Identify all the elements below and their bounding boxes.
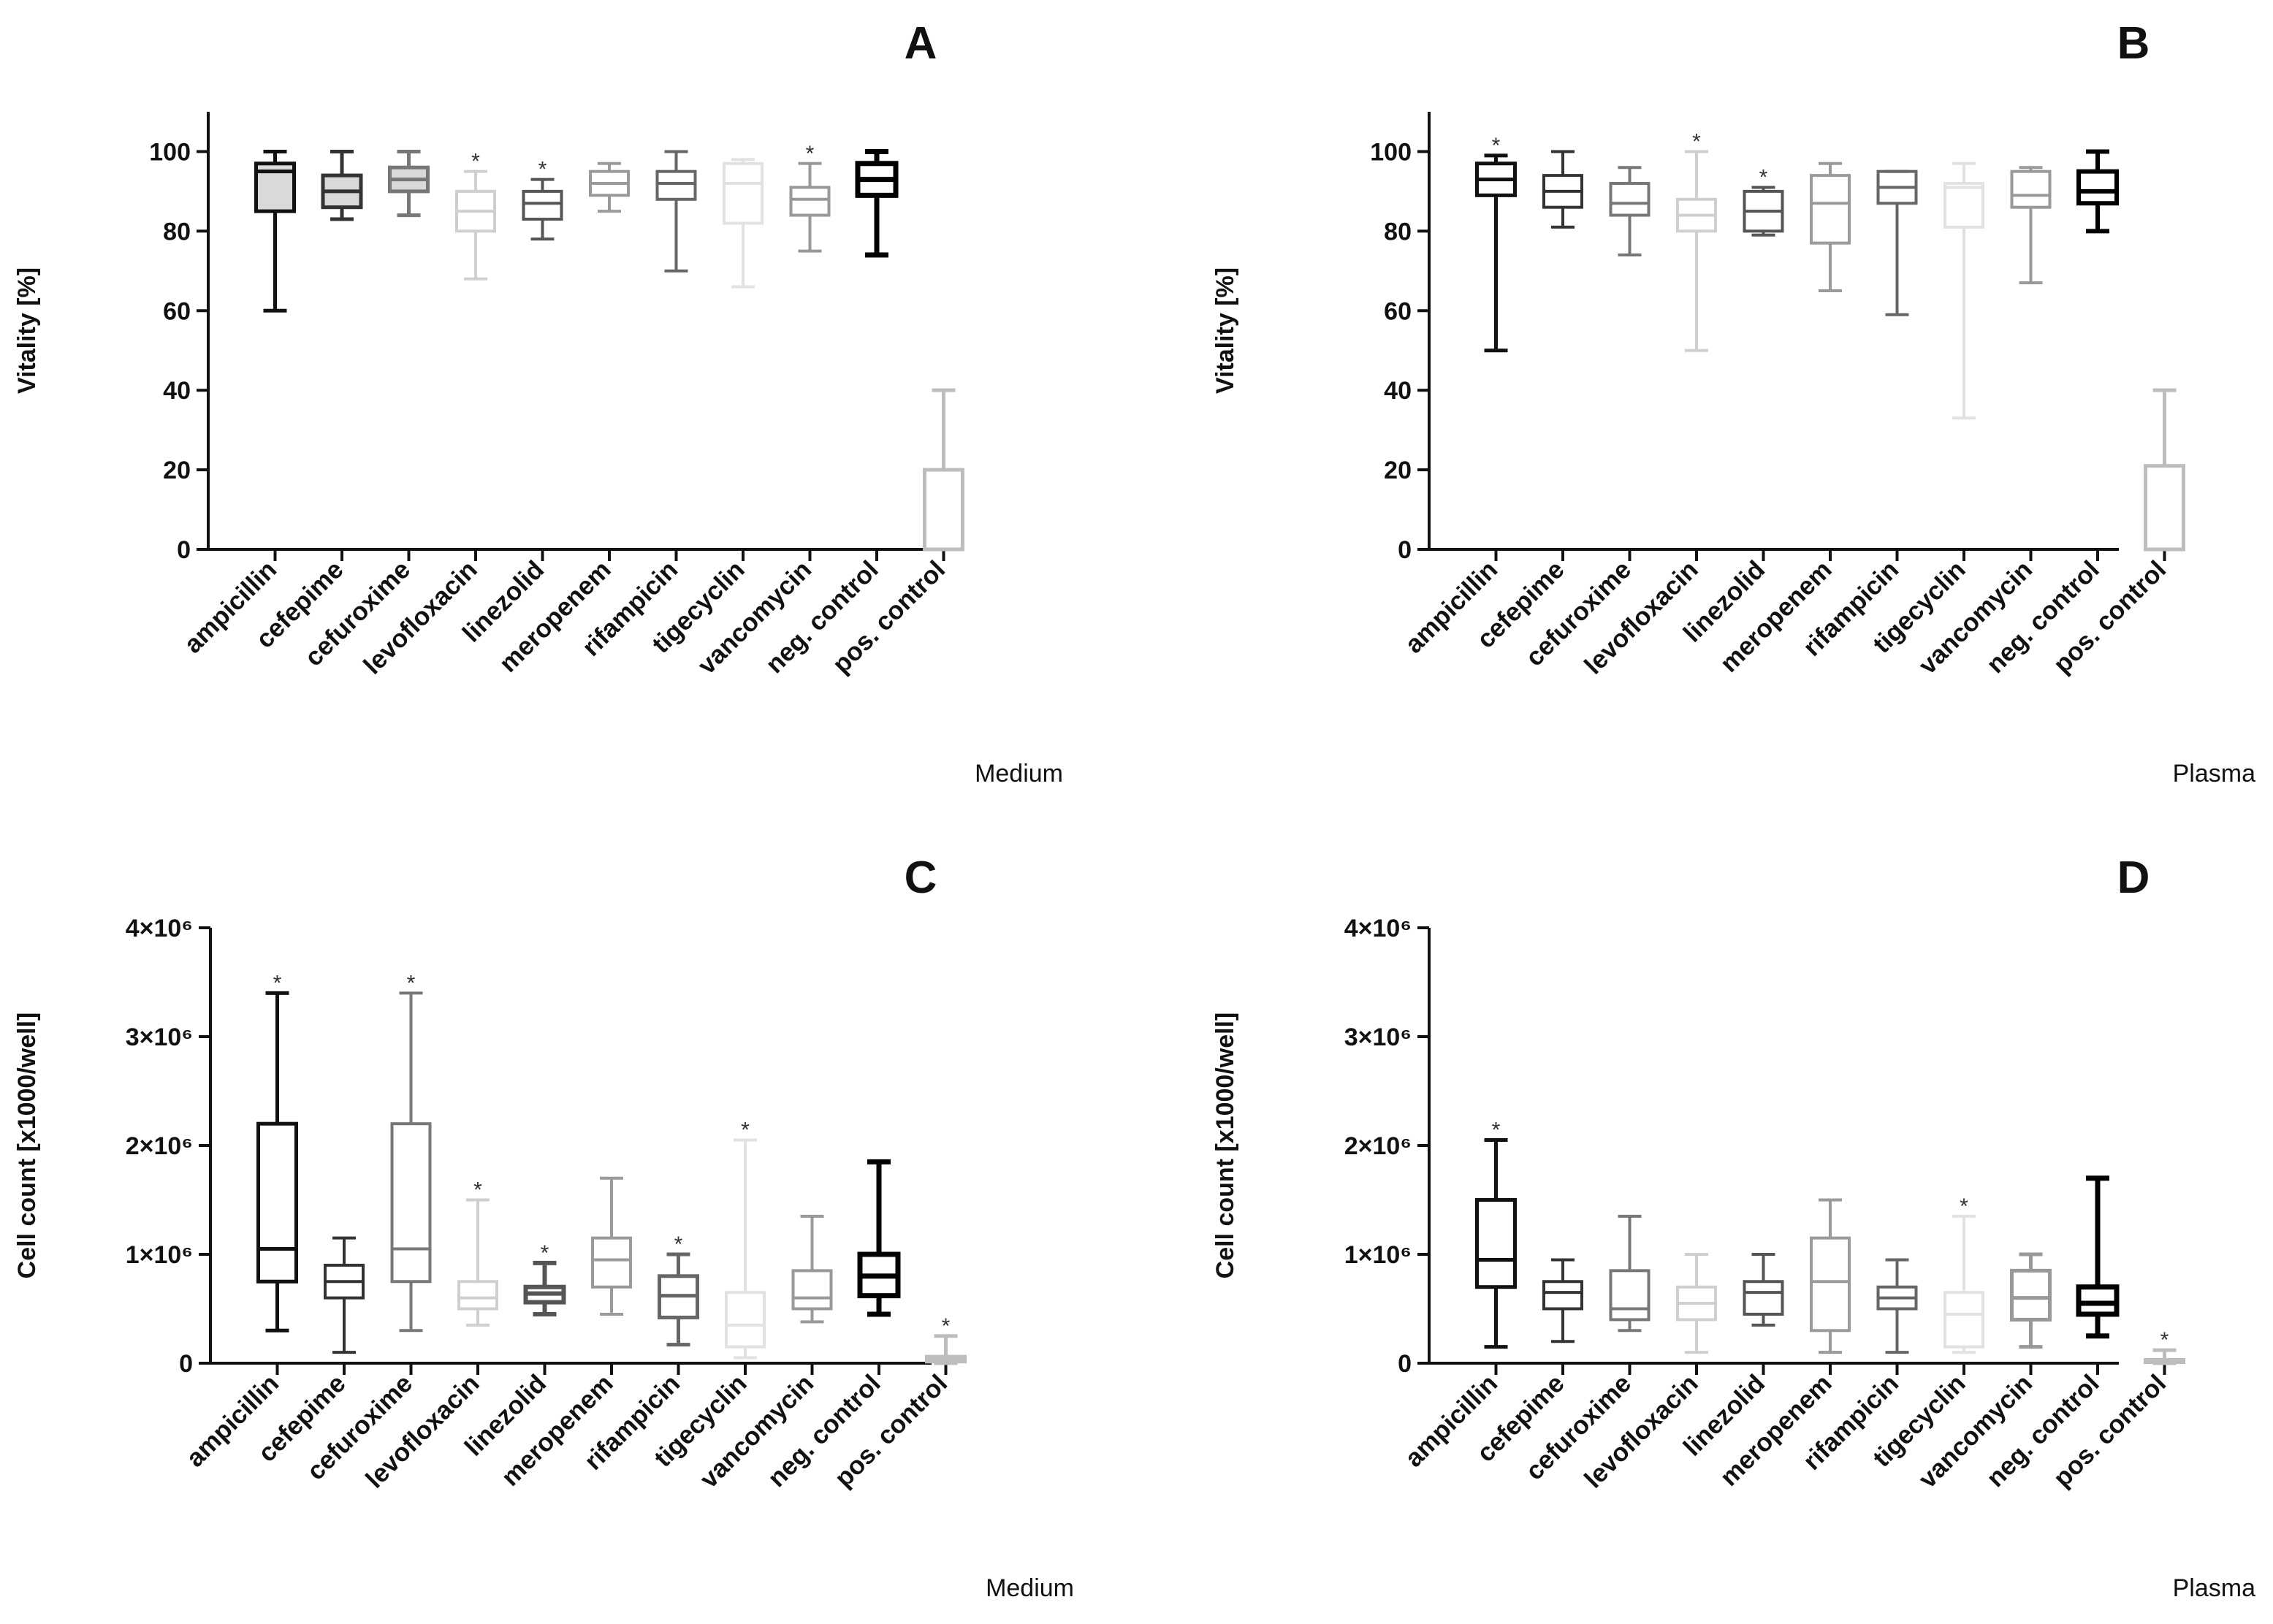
y-tick-label: 0 — [179, 1350, 193, 1378]
box-iqr — [256, 1121, 298, 1284]
significance-star: * — [1492, 1118, 1501, 1143]
box-iqr — [791, 1269, 833, 1311]
y-axis-label: Vitality [%] — [13, 267, 41, 394]
y-tick-label: 0 — [177, 536, 191, 564]
box-iqr — [457, 1280, 498, 1311]
y-tick-label: 20 — [1384, 457, 1412, 484]
y-tick-label: 3×10⁶ — [126, 1023, 193, 1051]
y-axis-label: Cell count [x1000/well] — [13, 1013, 41, 1279]
box-iqr — [2010, 169, 2052, 209]
condition-label: Medium — [986, 1574, 1074, 1602]
box-iqr — [1810, 1236, 1851, 1333]
box-iqr — [2076, 169, 2119, 206]
significance-star: * — [942, 1314, 951, 1338]
box-iqr — [2144, 464, 2185, 552]
box-iqr — [1542, 1280, 1583, 1311]
y-tick-label: 1×10⁶ — [1344, 1241, 1412, 1269]
y-axis-label: Vitality [%] — [1211, 267, 1239, 394]
y-tick-label: 3×10⁶ — [1344, 1023, 1412, 1051]
y-axis-label: Cell count [x1000/well] — [1211, 1013, 1239, 1279]
panel-letter: B — [2117, 18, 2150, 69]
significance-star: * — [1759, 165, 1768, 189]
significance-star: * — [538, 158, 547, 182]
box-ampicillin: *ampicillin — [1399, 134, 1517, 659]
box-ampicillin: ampicillin — [178, 149, 296, 659]
box-iqr — [1475, 1198, 1517, 1289]
y-tick-label: 4×10⁶ — [1344, 915, 1412, 942]
box-iqr — [1609, 182, 1651, 217]
y-tick-label: 20 — [163, 457, 191, 484]
significance-star: * — [741, 1118, 750, 1143]
y-tick-label: 2×10⁶ — [1344, 1132, 1412, 1160]
y-tick-label: 40 — [1384, 377, 1412, 405]
panel-letter: C — [905, 853, 937, 903]
panel-d: D 0 1×10⁶ 2×10⁶ 3×10⁶ 4×10⁶ Cell count [x1000/… — [1211, 853, 2255, 1602]
condition-label: Plasma — [2173, 760, 2255, 788]
box-iqr — [390, 1122, 432, 1284]
significance-star: * — [674, 1232, 683, 1257]
y-tick-label: 1×10⁶ — [126, 1241, 193, 1269]
y-tick-label: 0 — [1398, 536, 1412, 564]
significance-star: * — [273, 971, 282, 995]
box-iqr — [2010, 1268, 2052, 1322]
box-iqr — [1943, 1291, 1984, 1349]
box-iqr — [522, 189, 563, 221]
panel-letter: A — [905, 18, 937, 69]
significance-star: * — [541, 1241, 549, 1265]
box-iqr — [723, 161, 764, 225]
box-iqr — [1609, 1269, 1651, 1322]
significance-star: * — [473, 1178, 482, 1202]
box-iqr — [2076, 1284, 2120, 1317]
box-iqr — [1943, 182, 1984, 229]
box-iqr — [923, 468, 964, 552]
box-iqr — [655, 169, 697, 201]
significance-star: * — [471, 150, 480, 174]
box-ampicillin: *ampicillin — [180, 971, 298, 1473]
significance-star: * — [1692, 129, 1701, 153]
box-iqr — [1743, 1280, 1784, 1316]
significance-star: * — [407, 971, 416, 995]
box-pos-control: pos. control — [2048, 388, 2185, 679]
significance-star: * — [806, 142, 815, 166]
significance-star: * — [1960, 1194, 1968, 1219]
condition-label: Plasma — [2173, 1574, 2255, 1602]
condition-label: Medium — [975, 760, 1063, 788]
box-pos-control: pos. control — [827, 388, 964, 679]
y-tick-label: 2×10⁶ — [126, 1132, 193, 1160]
y-tick-label: 60 — [163, 297, 191, 325]
significance-star: * — [2160, 1328, 2169, 1352]
box-ampicillin: *ampicillin — [1399, 1118, 1517, 1473]
y-tick-label: 100 — [149, 138, 191, 166]
panel-letter: D — [2117, 853, 2150, 903]
box-iqr — [591, 1236, 632, 1289]
box-iqr — [725, 1291, 766, 1349]
y-tick-label: 0 — [1398, 1350, 1412, 1378]
y-tick-label: 60 — [1384, 297, 1412, 325]
y-tick-label: 40 — [163, 377, 191, 405]
y-tick-label: 80 — [163, 218, 191, 245]
y-tick-label: 80 — [1384, 218, 1412, 245]
y-tick-label: 4×10⁶ — [126, 915, 193, 942]
box-iqr — [1810, 174, 1851, 245]
panel-c: C 0 1×10⁶ 2×10⁶ 3×10⁶ 4×10⁶ Cell count [x1000/… — [13, 853, 1074, 1602]
box-iqr — [789, 186, 831, 217]
significance-star: * — [1492, 134, 1501, 158]
y-tick-label: 100 — [1370, 138, 1412, 166]
